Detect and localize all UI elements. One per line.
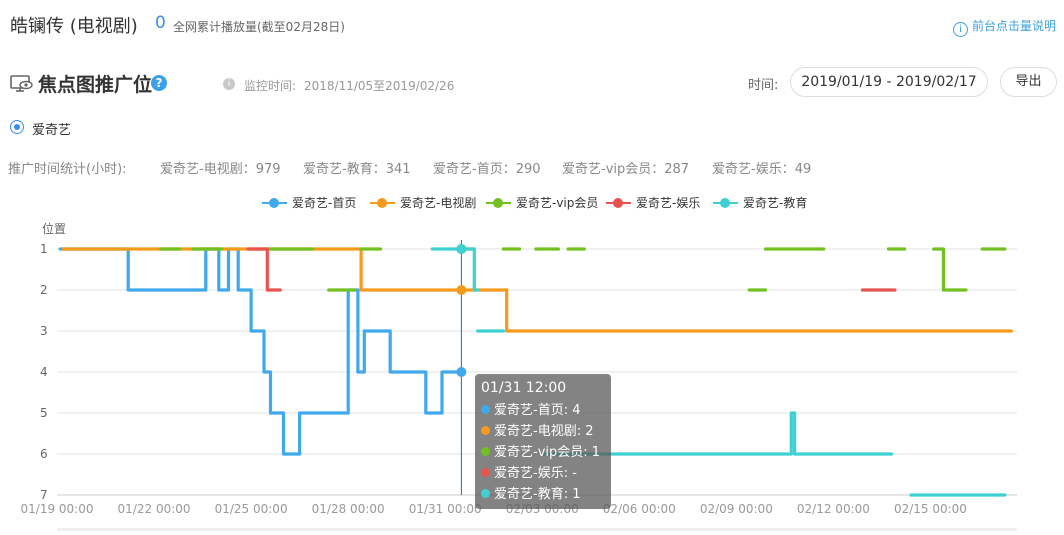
stats-item: 爱奇艺-教育：341 — [303, 162, 411, 177]
stats-item: 爱奇艺-vip会员：287 — [562, 162, 690, 177]
monitor-time-value: 2018/11/05至2019/02/26 — [304, 79, 455, 93]
tooltip-dot — [481, 489, 490, 498]
export-button[interactable]: 导出 — [1000, 67, 1057, 97]
platform-radio-label: 爱奇艺 — [32, 123, 72, 138]
x-tick-label: 01/19 00:00 — [21, 502, 94, 516]
x-tick-label: 01/25 00:00 — [215, 502, 288, 516]
monitor-eye-icon — [10, 74, 34, 98]
hover-point — [456, 367, 467, 377]
legend-item[interactable]: 爱奇艺-娱乐 — [606, 194, 700, 211]
hover-point — [456, 285, 467, 295]
y-tick-label: 6 — [40, 447, 48, 461]
legend-label: 爱奇艺-电视剧 — [400, 196, 477, 210]
play-count: 0 — [155, 13, 166, 33]
question-icon[interactable]: ? — [151, 75, 167, 91]
y-tick-label: 4 — [40, 365, 48, 379]
legend-label: 爱奇艺-vip会员 — [516, 196, 599, 210]
legend-label: 爱奇艺-教育 — [743, 196, 808, 210]
click-explain-link[interactable]: i 前台点击量说明 — [952, 17, 1056, 37]
y-tick-label: 1 — [40, 242, 48, 256]
legend-swatch — [713, 197, 738, 209]
series-line — [540, 411, 894, 456]
series-line — [58, 247, 463, 456]
hover-point — [456, 244, 467, 254]
click-explain-label: 前台点击量说明 — [971, 19, 1056, 33]
series-line — [246, 247, 282, 292]
info-gray-icon: i — [223, 78, 235, 90]
x-tick-label: 02/15 00:00 — [894, 502, 967, 516]
info-icon: i — [952, 22, 968, 37]
play-count-label: 全网累计播放量(截至02月28日) — [173, 20, 345, 34]
tooltip-row-text: 爱奇艺-电视剧: 2 — [494, 424, 594, 439]
legend-item[interactable]: 爱奇艺-vip会员 — [486, 194, 598, 211]
stats-label: 推广时间统计(小时): — [8, 162, 127, 177]
tooltip-row-text: 爱奇艺-首页: 4 — [494, 403, 581, 418]
y-axis-label: 位置 — [42, 221, 66, 236]
tooltip-dot — [481, 405, 490, 414]
legend-label: 爱奇艺-娱乐 — [636, 196, 701, 210]
tooltip-row: 爱奇艺-vip会员: 1 — [481, 442, 605, 463]
y-tick-label: 7 — [40, 488, 48, 502]
chart-scroll-track[interactable] — [57, 528, 1017, 531]
x-tick-label: 01/22 00:00 — [118, 502, 191, 516]
legend-swatch — [370, 197, 395, 209]
legend-swatch — [606, 197, 631, 209]
series-line — [932, 247, 968, 292]
x-tick-label: 02/09 00:00 — [700, 502, 773, 516]
legend-swatch — [262, 197, 287, 209]
x-tick-label: 02/12 00:00 — [797, 502, 870, 516]
tooltip-dot — [481, 468, 490, 477]
tooltip-dot — [481, 426, 490, 435]
tooltip-row: 爱奇艺-首页: 4 — [481, 400, 605, 421]
stats-item: 爱奇艺-电视剧：979 — [160, 162, 281, 177]
time-label: 时间: — [748, 78, 779, 93]
x-tick-label: 02/06 00:00 — [603, 502, 676, 516]
stats-item: 爱奇艺-首页：290 — [433, 162, 541, 177]
section-title: 焦点图推广位 — [38, 74, 153, 96]
tooltip-title: 01/31 12:00 — [481, 380, 567, 396]
tooltip-row-text: 爱奇艺-vip会员: 1 — [494, 445, 601, 460]
series-line — [430, 247, 480, 292]
legend-label: 爱奇艺-首页 — [292, 196, 357, 210]
show-title: 皓镧传 (电视剧) — [10, 16, 138, 37]
tooltip-row: 爱奇艺-教育: 1 — [481, 484, 605, 505]
chart-tooltip: 01/31 12:00 爱奇艺-首页: 4 爱奇艺-电视剧: 2 爱奇艺-vip… — [475, 374, 611, 509]
legend-swatch — [486, 197, 511, 209]
tooltip-row-text: 爱奇艺-娱乐: - — [494, 466, 577, 481]
monitor-time-label: 监控时间: — [244, 79, 297, 93]
legend-item[interactable]: 爱奇艺-电视剧 — [370, 194, 476, 211]
x-tick-label: 01/31 00:00 — [409, 502, 482, 516]
y-tick-label: 3 — [40, 324, 48, 338]
platform-radio[interactable] — [10, 120, 24, 134]
stats-item: 爱奇艺-娱乐：49 — [712, 162, 812, 177]
y-tick-label: 5 — [40, 406, 48, 420]
tooltip-row: 爱奇艺-电视剧: 2 — [481, 421, 605, 442]
tooltip-row-text: 爱奇艺-教育: 1 — [494, 487, 581, 502]
tooltip-dot — [481, 447, 490, 456]
legend-item[interactable]: 爱奇艺-教育 — [713, 194, 807, 211]
date-range-picker[interactable]: 2019/01/19 - 2019/02/17 — [790, 67, 988, 97]
x-tick-label: 01/28 00:00 — [312, 502, 385, 516]
y-tick-label: 2 — [40, 283, 48, 297]
tooltip-row: 爱奇艺-娱乐: - — [481, 463, 605, 484]
legend-item[interactable]: 爱奇艺-首页 — [262, 194, 356, 211]
